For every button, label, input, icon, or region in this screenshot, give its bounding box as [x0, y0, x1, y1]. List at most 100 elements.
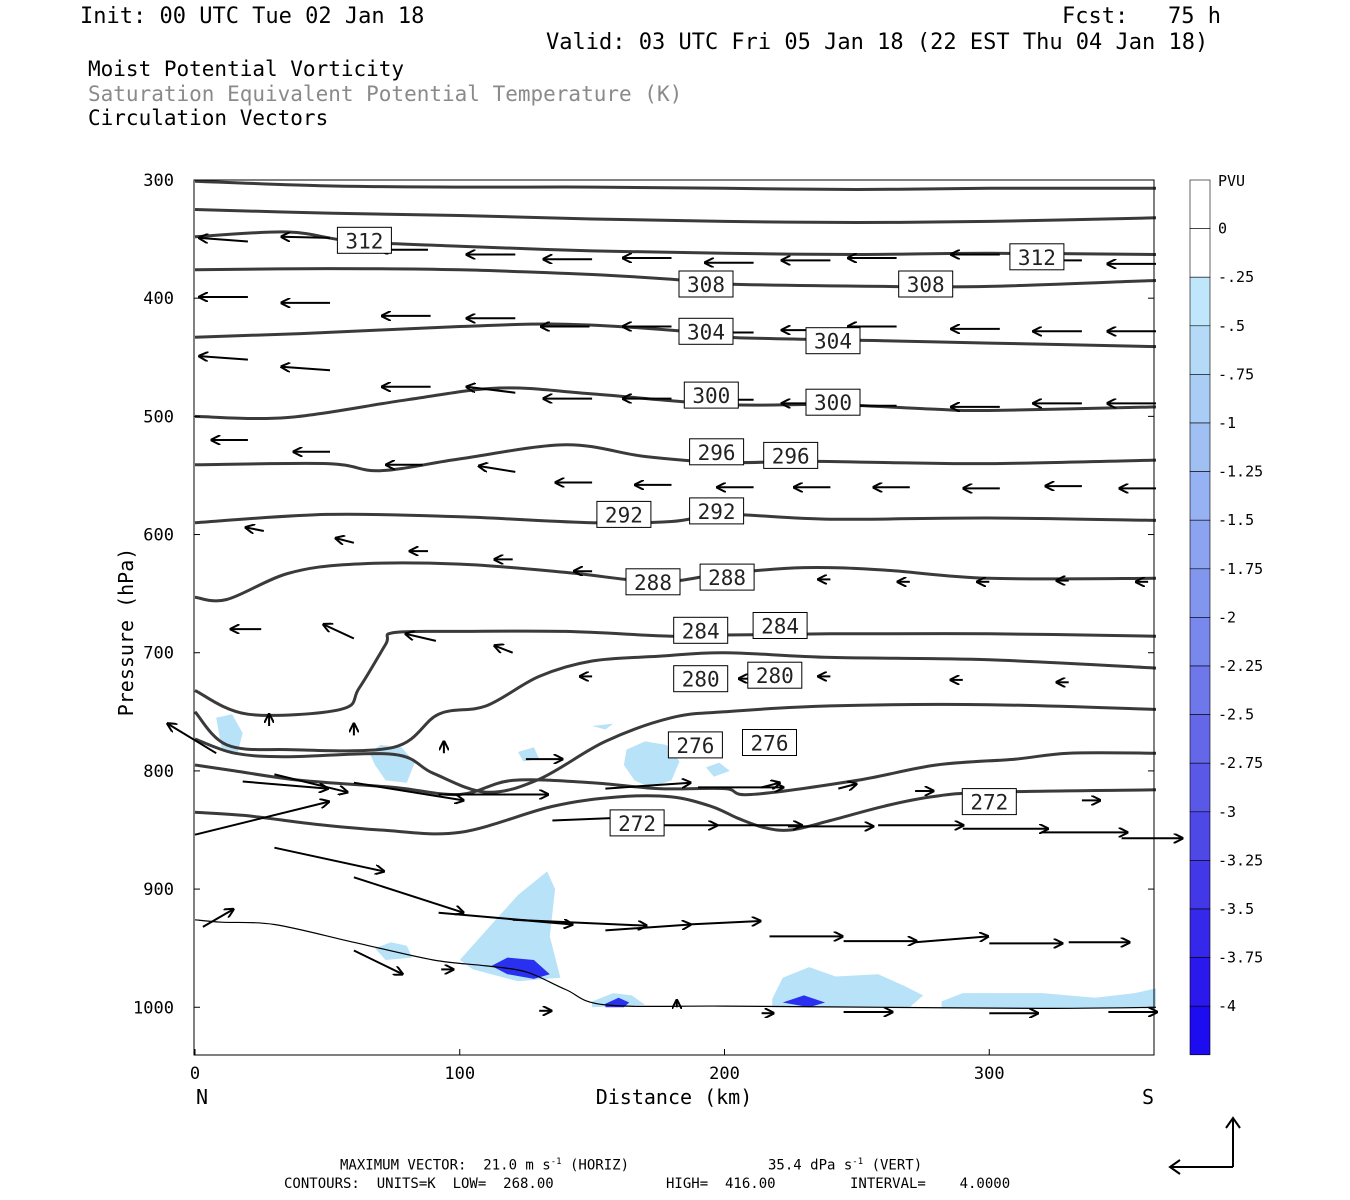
colorbar-label: -3.25 — [1218, 851, 1263, 869]
x-axis-label: Distance (km) — [596, 1085, 753, 1109]
circulation-vector — [353, 876, 464, 912]
circulation-vector — [199, 238, 248, 242]
contour-label-text: 312 — [1018, 246, 1056, 270]
x-end-label-right: S — [1142, 1085, 1154, 1109]
contour-label-box — [678, 270, 734, 298]
colorbar-swatch — [1189, 957, 1211, 1007]
theta-contour-312 — [194, 208, 1157, 224]
contour-label: 292 — [596, 500, 652, 528]
colorbar-label: 0 — [1218, 220, 1227, 238]
colorbar-swatch — [1189, 617, 1211, 667]
footer-max-vector-vert: 35.4 dPa s-1 (VERT) — [768, 1157, 923, 1174]
circulation-vector — [915, 936, 988, 944]
pv-region — [772, 967, 924, 1008]
contour-label-box — [673, 616, 729, 644]
y-tick-label: 600 — [143, 526, 174, 546]
contour-label-box — [805, 388, 861, 416]
circulation-vector — [274, 846, 384, 872]
colorbar-swatch — [1189, 519, 1211, 570]
circulation-vector — [281, 237, 331, 238]
x-end-label-left: N — [196, 1085, 208, 1109]
theta-contour-280 — [193, 651, 1157, 753]
colorbar-label: -1 — [1218, 414, 1236, 432]
contour-label: 292 — [689, 497, 745, 525]
contour-label: 300 — [683, 381, 739, 409]
pv-region — [459, 871, 561, 982]
contour-label-text: 308 — [907, 273, 945, 297]
colorbar-swatch — [1189, 908, 1211, 958]
contour-label: 288 — [699, 563, 755, 591]
x-tick-label: 300 — [974, 1064, 1005, 1084]
contour-label-text: 292 — [698, 500, 736, 524]
contour-label-box — [742, 729, 797, 756]
colorbar-label: -1.25 — [1218, 463, 1263, 481]
y-tick-label: 1000 — [133, 998, 174, 1018]
contour-label-text: 308 — [687, 273, 725, 297]
contour-label-box — [763, 441, 819, 469]
contour-label-text: 304 — [687, 320, 725, 344]
colorbar-label: -1.5 — [1218, 511, 1254, 529]
contour-label-box — [747, 661, 803, 689]
forecast-hour: Fcst: 75 h — [1062, 4, 1221, 29]
terrain-line — [194, 919, 1157, 1010]
contour-label-box — [678, 317, 734, 345]
contour-label-box — [689, 438, 745, 466]
colorbar-unit: PVU — [1218, 172, 1245, 190]
pv-fill-layer — [216, 714, 1156, 1009]
circulation-vector — [323, 624, 355, 640]
contour-label: 312 — [336, 226, 392, 254]
vector-layer — [168, 237, 1183, 1014]
contour-label: 308 — [898, 270, 954, 298]
circulation-vector — [761, 783, 780, 788]
theta-contour-308 — [194, 267, 1157, 289]
contour-label-box — [898, 270, 954, 298]
footer-contours: CONTOURS: UNITS=K LOW= 268.00 — [284, 1176, 554, 1192]
circulation-vector — [494, 646, 514, 654]
colorbar-swatch — [1189, 325, 1211, 375]
contour-label: 280 — [673, 665, 729, 693]
theta-contour-276 — [194, 702, 1157, 794]
contour-label-box — [625, 568, 681, 596]
contour-label-box — [609, 809, 665, 837]
colorbar-label: -1.75 — [1218, 560, 1263, 578]
y-tick-label: 300 — [143, 171, 174, 191]
contour-label: 308 — [678, 270, 734, 298]
circulation-vector — [353, 781, 464, 801]
theta-contour-312 — [194, 179, 1157, 191]
contour-label-box — [689, 497, 745, 525]
contour-label: 276 — [667, 731, 723, 759]
contour-label: 272 — [609, 809, 665, 837]
circulation-vector — [406, 634, 437, 642]
circulation-vector — [687, 921, 760, 925]
plot-frame — [193, 179, 1155, 1056]
y-tick-label: 400 — [143, 289, 174, 309]
colorbar-swatch — [1189, 179, 1211, 229]
colorbar-swatch — [1189, 228, 1211, 278]
contour-label-text: 296 — [772, 444, 810, 468]
colorbar-swatch — [1189, 276, 1211, 327]
contour-label-box — [683, 381, 739, 409]
contour-label-text: 284 — [682, 619, 720, 643]
circulation-vector — [353, 949, 403, 975]
contour-label-text: 272 — [970, 791, 1008, 815]
y-tick-label: 900 — [143, 880, 174, 900]
init-time: Init: 00 UTC Tue 02 Jan 18 — [80, 4, 425, 29]
circulation-vector — [605, 783, 690, 790]
contour-label-box — [667, 731, 723, 759]
circulation-vector — [605, 925, 690, 932]
circulation-vector — [438, 911, 573, 925]
colorbar-swatch — [1189, 811, 1211, 861]
theta-contour-304 — [194, 322, 1157, 349]
contour-label-box — [699, 563, 755, 591]
pv-region — [941, 988, 1156, 1009]
contour-label-text: 276 — [751, 732, 789, 756]
contour-label-box — [961, 788, 1017, 816]
contour-label-text: 288 — [708, 566, 746, 590]
contour-label: 276 — [742, 729, 797, 756]
circulation-vector — [838, 784, 856, 789]
circulation-vector — [467, 387, 516, 394]
contour-label-text: 304 — [814, 330, 852, 354]
colorbar-swatch — [1189, 422, 1211, 472]
x-tick-label: 200 — [709, 1064, 740, 1084]
y-tick-label: 800 — [143, 762, 174, 782]
